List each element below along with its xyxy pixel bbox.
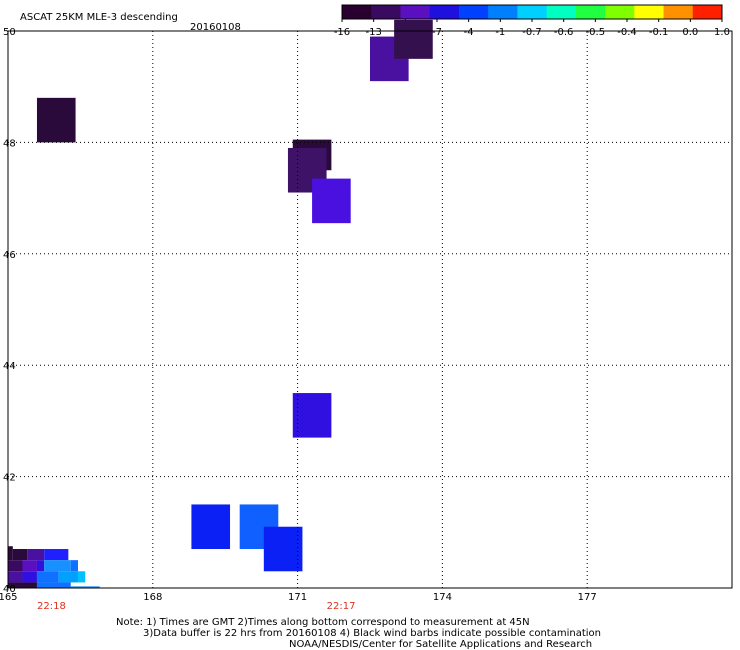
data-cell [12, 549, 28, 561]
data-cell [8, 546, 13, 561]
x-tick-labels: 165 168 171 174 177 [0, 592, 597, 603]
colorbar-label: 0.0 [682, 27, 698, 38]
note-line-3: NOAA/NESDIS/Center for Satellite Applica… [289, 639, 592, 650]
data-cell [8, 571, 23, 583]
colorbar-label: -1 [495, 27, 505, 38]
data-cell [70, 586, 100, 588]
data-cell [36, 571, 59, 583]
note-line-2: 3)Data buffer is 22 hrs from 20160108 4)… [143, 628, 601, 639]
colorbar-swatch [488, 5, 518, 19]
x-tick-label: 168 [143, 592, 162, 603]
data-cell [36, 560, 45, 572]
colorbar-label: 1.0 [714, 27, 730, 38]
colorbar-swatch [692, 5, 723, 19]
y-tick-label: 40 [3, 584, 16, 595]
data-cell [44, 549, 69, 561]
colorbar: -16-13-10-7-4-1-0.7-0.6-0.5-0.4-0.10.01.… [334, 4, 730, 38]
data-cell [22, 571, 37, 583]
data-cells [8, 19, 433, 588]
time-label: 22:18 [37, 601, 66, 612]
colorbar-label: -0.5 [586, 27, 606, 38]
y-tick-label: 46 [3, 250, 16, 261]
colorbar-label: -0.6 [554, 27, 574, 38]
plot-frame [7, 30, 733, 589]
colorbar-swatch [634, 5, 665, 19]
colorbar-swatch [371, 5, 401, 19]
colorbar-swatch [458, 5, 489, 19]
data-cell [70, 560, 78, 572]
colorbar-swatch [575, 5, 606, 19]
time-labels: 22:18 22:17 [37, 601, 355, 612]
colorbar-label: -4 [464, 27, 474, 38]
data-cell [292, 393, 332, 438]
data-cell [191, 504, 231, 550]
y-tick-label: 48 [3, 138, 16, 149]
data-cell [27, 549, 45, 561]
time-label: 22:17 [327, 601, 356, 612]
x-tick-label: 165 [0, 592, 18, 603]
colorbar-label: -0.7 [522, 27, 542, 38]
colorbar-label: -7 [432, 27, 442, 38]
colorbar-swatch [342, 5, 372, 19]
colorbar-label: -0.1 [649, 27, 669, 38]
data-cell [8, 560, 23, 572]
colorbar-label: -13 [365, 27, 381, 38]
note-line-1: Note: 1) Times are GMT 2)Times along bot… [116, 617, 530, 628]
data-cell [394, 19, 433, 59]
data-cell [58, 571, 78, 583]
y-tick-label: 44 [3, 361, 16, 372]
x-tick-label: 177 [578, 592, 597, 603]
data-cell [36, 582, 71, 588]
data-cell [8, 582, 37, 588]
colorbar-swatch [517, 5, 548, 19]
colorbar-label: -0.4 [617, 27, 637, 38]
data-cell [36, 97, 76, 143]
colorbar-swatch [429, 5, 460, 19]
data-cell [312, 178, 351, 224]
colorbar-label: -16 [334, 27, 350, 38]
chart-date: 20160108 [190, 22, 241, 33]
data-cell [44, 560, 71, 572]
x-tick-label: 171 [288, 592, 307, 603]
data-cell [77, 571, 86, 583]
y-tick-label: 50 [3, 27, 16, 38]
x-tick-label: 174 [433, 592, 452, 603]
colorbar-swatch [605, 5, 635, 19]
colorbar-swatch [663, 5, 694, 19]
grid-lines [8, 31, 732, 588]
data-cell [22, 560, 37, 572]
y-tick-label: 42 [3, 473, 16, 484]
chart-title: ASCAT 25KM MLE-3 descending [20, 12, 178, 23]
y-tick-labels: 50 48 46 44 42 40 [3, 27, 16, 595]
data-cell [263, 526, 303, 572]
colorbar-swatch [546, 5, 577, 19]
colorbar-swatch [400, 5, 431, 19]
